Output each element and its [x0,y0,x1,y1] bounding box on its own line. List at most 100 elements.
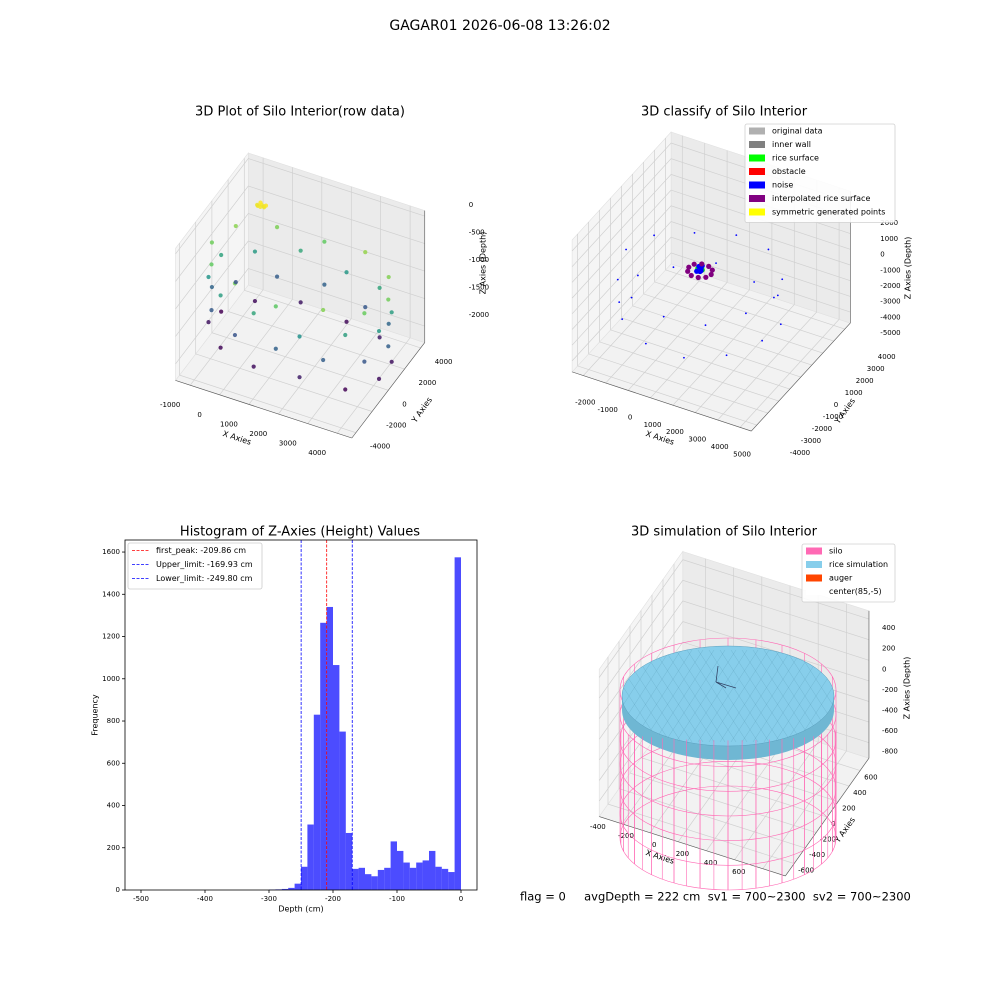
point [255,202,260,208]
point [273,304,278,309]
legend-label: rice surface [772,154,819,163]
z-tick-label: 1000 [880,235,898,243]
rice-mesh [796,649,834,743]
legend-frame [744,123,896,223]
point [298,300,303,305]
plot-frame [124,539,478,891]
grid-line [175,240,425,337]
z-tick-label: 0 [882,665,886,673]
legend-label: first_peak: -209.86 cm [156,546,246,555]
legend-frame [127,542,263,590]
chart-title: 3D Plot of Silo Interior(row data) [195,105,405,120]
point [258,204,263,209]
y-tick-label: 200 [842,805,855,813]
point [233,223,238,229]
grid-line [627,150,728,391]
point [209,240,214,245]
point [686,264,692,270]
z-tick-label: 0 [469,201,473,209]
bar [429,850,436,890]
rice-mesh [730,649,792,743]
point [745,312,747,315]
point [688,272,694,279]
z-tick-label: -500 [469,229,485,237]
y-axis [751,322,851,432]
grid-line [175,185,425,282]
bar [345,832,353,890]
point [776,294,779,297]
grid-line [599,210,779,402]
point [209,262,214,267]
y-tick-label: -400 [809,851,825,859]
x-tick-label: 0 [197,411,201,419]
point [343,332,348,338]
grid-line [632,174,812,366]
legend-swatch [749,195,765,202]
y-tick-label: 1200 [102,633,120,641]
grid-line [654,150,834,342]
y-tick-label: 400 [853,789,866,797]
x-tick-label: 5000 [733,450,751,458]
bar [307,824,314,890]
y-tick-label: 2000 [856,377,874,385]
point [322,239,327,244]
grid-line [179,243,357,434]
z-tick-label: -400 [882,707,898,715]
x-tick-label: 2000 [666,428,684,436]
grid-line [189,157,264,386]
grid-line [665,138,845,330]
grid-line [577,234,757,426]
z-tick-label: 400 [882,624,895,632]
point [219,309,224,314]
z-axis-label: Z Axies (Depth) [904,237,913,300]
point [274,225,280,230]
x-tick-label: 200 [676,850,689,858]
point [218,293,223,298]
y-tick-label: -2000 [812,425,832,433]
rice-surface [621,645,835,760]
point [377,285,382,290]
point [779,323,782,326]
z-tick-label: -200 [882,686,898,694]
bar [390,841,397,890]
point [781,278,784,281]
bar [448,872,455,890]
rice-mesh [642,649,704,743]
z-tick-label: -4000 [880,313,900,321]
legend-label: inner wall [772,140,811,149]
point [258,200,263,205]
y-tick-label: -600 [798,867,814,875]
point [263,203,269,208]
legend-swatch [749,208,765,216]
z-tick-label: -1500 [469,284,489,292]
point [704,324,707,327]
grid-line [243,158,421,349]
grid-line [278,186,352,415]
bar [326,606,333,890]
grid-line [583,135,683,376]
point [252,298,258,304]
rice-body [622,694,834,760]
x-tick-label: -200 [325,895,341,903]
bar [377,869,385,890]
rice-mesh [686,649,748,743]
rice-mesh [785,649,834,743]
x-tick-label: 600 [732,868,745,876]
point [773,296,775,299]
bar [358,867,365,890]
y-tick-label: 800 [107,717,120,725]
point [274,274,280,279]
z-tick-label: -2000 [880,282,900,290]
point [625,248,627,251]
chart-title: 3D classify of Silo Interior [641,105,808,120]
point [709,267,715,273]
z-tick-label: -1000 [469,256,489,264]
point [297,334,302,339]
z-tick-label: -800 [882,748,898,756]
bar [403,862,410,890]
point [343,387,348,392]
x-tick-label: -1000 [160,401,180,409]
legend-label: Lower_limit: -249.80 cm [156,574,253,583]
x-tick-label: -500 [133,895,149,903]
x-axis [572,371,752,432]
